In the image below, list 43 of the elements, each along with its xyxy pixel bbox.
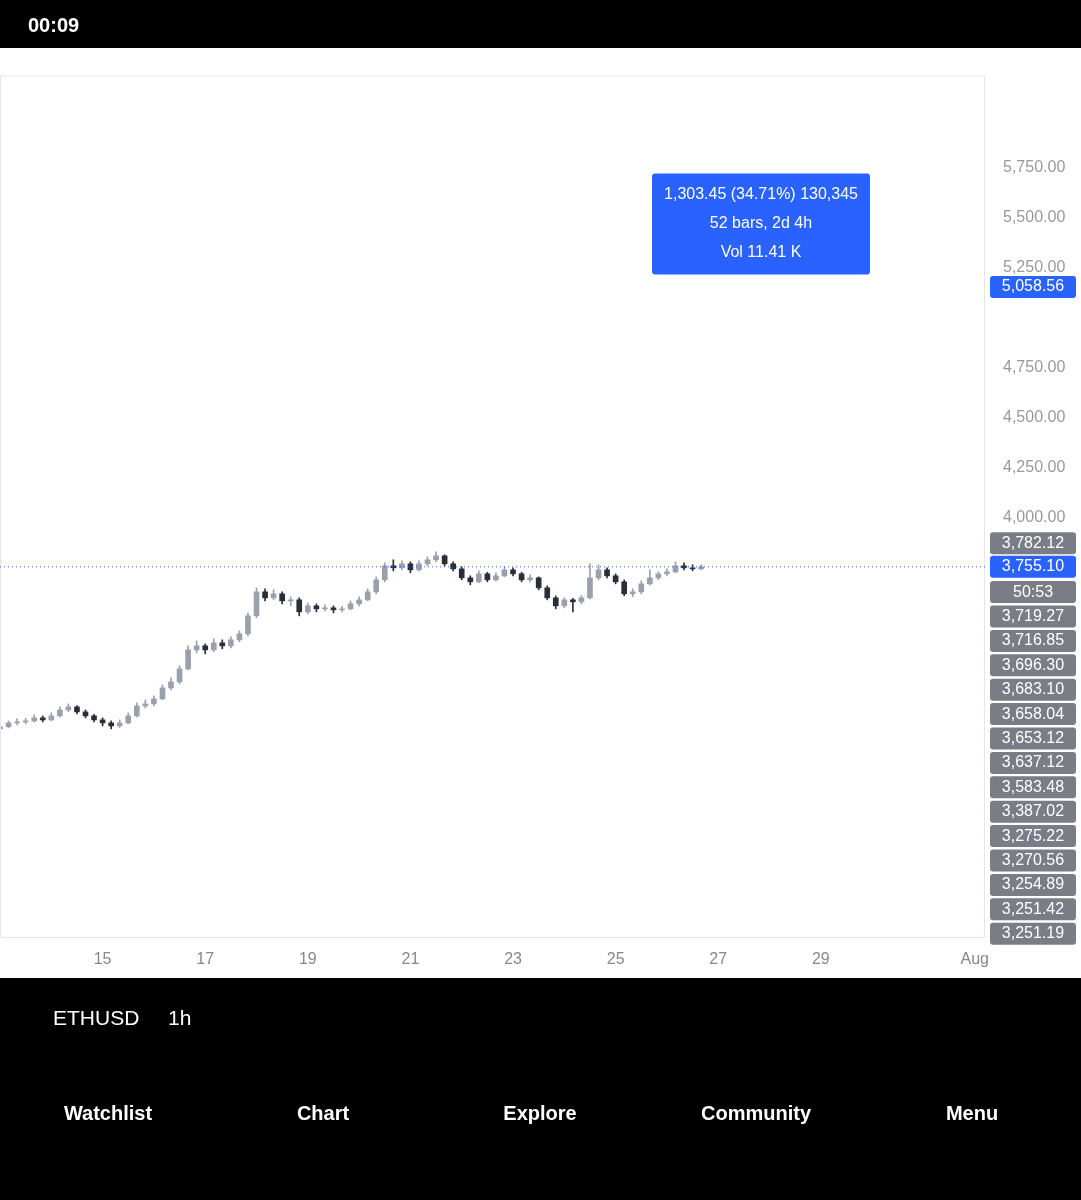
- text: 5,058.56: [1001, 277, 1065, 295]
- text: 1h: [168, 1006, 192, 1030]
- text: 3,251.42: [1001, 899, 1065, 917]
- y-tick-label: 4,500.00: [1003, 408, 1066, 426]
- x-tick-label: 27: [709, 950, 728, 968]
- text: 3,696.30: [1001, 655, 1065, 673]
- text: ETHUSD: [53, 1006, 140, 1030]
- text: Chart: [296, 1102, 350, 1125]
- text: 3,254.89: [1001, 875, 1065, 893]
- text: 3,637.12: [1001, 753, 1065, 771]
- text: 3,583.48: [1001, 777, 1065, 795]
- y-tick-label: 4,250.00: [1003, 458, 1066, 476]
- text: 3,251.19: [1001, 924, 1065, 942]
- annotation: 1,303.45 (34.71%) 130,345 52 bars, 2d 4h Vol 11.41 K: [664, 184, 859, 260]
- text: 3,658.04: [1001, 704, 1065, 722]
- x-tick-label: 17: [196, 950, 215, 968]
- y-tick-label: 4,000.00: [1003, 508, 1066, 526]
- x-tick-label: 25: [606, 950, 625, 968]
- ref-line-label: 3,755.10: [1001, 557, 1065, 575]
- text: 50:53: [1012, 582, 1054, 600]
- text: Menu: [945, 1102, 999, 1125]
- text: Community: [701, 1102, 811, 1125]
- x-tick-label: 29: [811, 950, 830, 968]
- y-tick-label: 5,500.00: [1003, 208, 1066, 226]
- y-tick-label: 5,750.00: [1003, 158, 1066, 176]
- x-tick-label: 15: [93, 950, 112, 968]
- y-tick-label: 5,250.00: [1003, 258, 1066, 276]
- y-tick-label: 4,750.00: [1003, 358, 1066, 376]
- text: 3,716.85: [1001, 631, 1065, 649]
- text: 3,653.12: [1001, 728, 1065, 746]
- text: 3,270.56: [1001, 850, 1065, 868]
- text: 00:09: [28, 14, 80, 37]
- text: 3,387.02: [1001, 802, 1065, 820]
- text: 3,275.22: [1001, 826, 1065, 844]
- x-tick-label: 19: [298, 950, 317, 968]
- x-tick-label: 23: [504, 950, 523, 968]
- x-tick-label: Aug: [960, 950, 989, 968]
- text: 3,683.10: [1001, 680, 1065, 698]
- text: Explore: [503, 1102, 577, 1125]
- text: Watchlist: [63, 1102, 153, 1125]
- text: 3,782.12: [1001, 533, 1065, 551]
- text: 3,719.27: [1001, 606, 1065, 624]
- x-tick-label: 21: [401, 950, 420, 968]
